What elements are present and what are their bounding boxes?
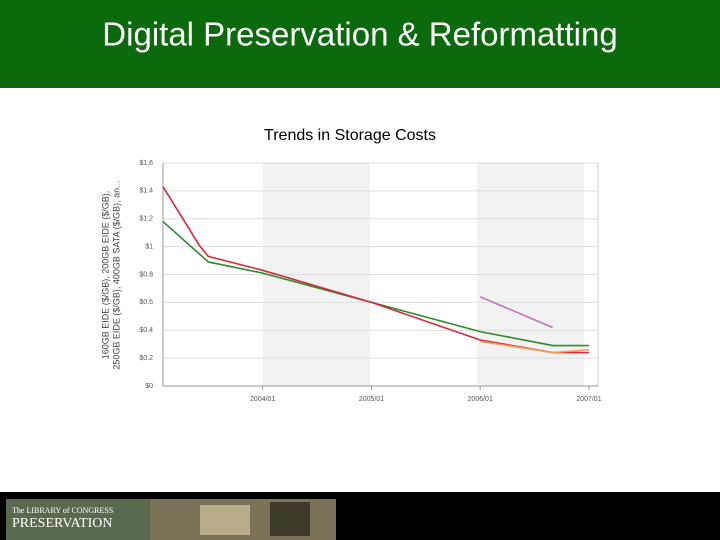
y-tick-label: $0.8 xyxy=(139,271,153,278)
y-tick-label: $0 xyxy=(145,383,153,390)
series-line xyxy=(479,296,553,329)
y-tick-label: $0.6 xyxy=(139,299,153,306)
y-label-line: 250GB EIDE ($/GB), 400GB SATA ($/GB), an… xyxy=(111,180,121,369)
chart-title: Trends in Storage Costs xyxy=(264,127,436,144)
slide-title: Digital Preservation & Reformatting xyxy=(102,16,617,53)
x-tick-label: 2005/01 xyxy=(359,396,384,403)
y-tick-label: $1.4 xyxy=(139,188,153,195)
y-label-line: 160GB EIDE ($/GB), 200GB EIDE ($/GB), xyxy=(100,191,110,360)
footer-photo-detail xyxy=(270,502,310,536)
y-axis-label: 160GB EIDE ($/GB), 200GB EIDE ($/GB), 25… xyxy=(100,180,121,369)
y-tick-label: $1.2 xyxy=(139,216,153,223)
footer-photo-detail xyxy=(200,505,250,535)
header-bar xyxy=(0,0,720,88)
x-tick-label: 2004/01 xyxy=(250,396,275,403)
x-tick-label: 2007/01 xyxy=(576,396,601,403)
footer-text: PRESERVATION xyxy=(12,516,113,531)
y-tick-label: $0.4 xyxy=(139,327,153,334)
footer-text: The LIBRARY of CONGRESS xyxy=(12,506,113,515)
y-tick-label: $0.2 xyxy=(139,355,153,362)
series-line xyxy=(480,340,589,354)
x-tick-label: 2006/01 xyxy=(468,396,493,403)
y-tick-label: $1 xyxy=(145,243,153,250)
y-tick-label: $1.6 xyxy=(139,160,153,167)
